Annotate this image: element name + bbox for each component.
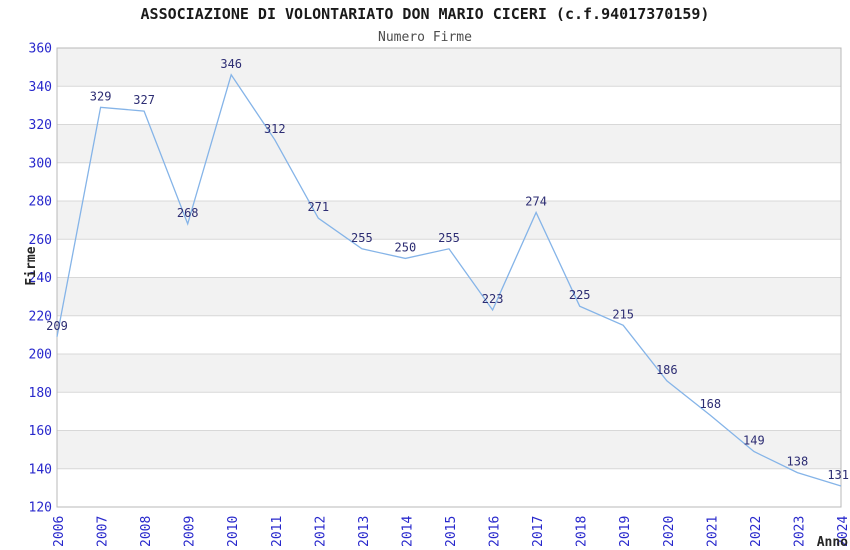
- y-axis-title: Firme: [24, 246, 39, 285]
- x-axis-ticks-group: 2006 2007 2008 2009 2010 2011 2012 2013 2014 2015…: [52, 516, 850, 547]
- y-tick-label: 160: [29, 424, 52, 439]
- chart-subtitle: Numero Firme: [378, 30, 472, 45]
- data-point-label: 138: [787, 455, 809, 469]
- y-tick-label: 360: [29, 42, 52, 57]
- y-tick-label: 320: [29, 118, 52, 133]
- x-tick-label: 2015: [444, 516, 459, 547]
- data-point-label: 186: [656, 363, 678, 377]
- plot-border-group: [56, 47, 842, 508]
- x-tick-label: 2013: [357, 516, 372, 547]
- data-point-label: 131: [827, 468, 849, 482]
- x-tick-label: 2022: [749, 516, 764, 547]
- x-tick-label: 2016: [488, 516, 503, 547]
- plot-band: [57, 354, 841, 393]
- data-point-label: 255: [351, 231, 373, 245]
- y-tick-label: 200: [29, 348, 52, 363]
- data-point-label: 225: [569, 288, 591, 302]
- data-point-label: 268: [177, 206, 199, 220]
- series-line-group: [56, 73, 842, 487]
- data-point-label: 274: [525, 195, 547, 209]
- y-tick-label: 220: [29, 309, 52, 324]
- series-line: [56, 73, 842, 487]
- plot-band: [57, 124, 841, 163]
- x-tick-label: 2023: [792, 516, 807, 547]
- x-tick-label: 2012: [313, 516, 328, 547]
- y-tick-label: 240: [29, 271, 52, 286]
- x-tick-label: 2014: [400, 516, 415, 547]
- x-tick-label: 2024: [836, 516, 850, 547]
- data-point-label: 271: [307, 200, 329, 214]
- x-axis-title: Anno: [817, 535, 848, 550]
- data-point-label: 255: [438, 231, 460, 245]
- data-point-label: 346: [220, 57, 242, 71]
- y-axis-ticks-group: 120 140 160 180 200 220 240 260 280 300 320 340 360: [29, 42, 52, 516]
- x-tick-label: 2007: [96, 516, 111, 547]
- data-point-label: 209: [46, 319, 68, 333]
- y-tick-label: 300: [29, 156, 52, 171]
- data-point-label: 168: [699, 397, 721, 411]
- plot-band: [57, 430, 841, 469]
- data-point-label: 329: [90, 89, 112, 103]
- x-tick-label: 2008: [139, 516, 154, 547]
- x-tick-label: 2006: [52, 516, 67, 547]
- y-tick-label: 340: [29, 80, 52, 95]
- data-point-label: 327: [133, 93, 155, 107]
- x-tick-label: 2019: [618, 516, 633, 547]
- data-point-label: 215: [612, 307, 634, 321]
- data-point-label: 250: [395, 240, 417, 254]
- x-tick-label: 2011: [270, 516, 285, 547]
- x-tick-label: 2018: [575, 516, 590, 547]
- plot-band: [57, 48, 841, 87]
- data-labels-group: 209 329 327 268 346 312 271 255 250 255 223 274 225 2…: [46, 57, 849, 482]
- plot-band: [57, 201, 841, 240]
- y-tick-label: 280: [29, 195, 52, 210]
- data-point-label: 149: [743, 434, 765, 448]
- data-point-label: 312: [264, 122, 286, 136]
- x-tick-label: 2010: [226, 516, 241, 547]
- plot-border: [56, 47, 842, 508]
- x-tick-label: 2009: [183, 516, 198, 547]
- y-tick-label: 260: [29, 233, 52, 248]
- plot-band: [57, 277, 841, 316]
- x-tick-label: 2021: [705, 516, 720, 547]
- y-tick-label: 180: [29, 386, 52, 401]
- data-point-label: 223: [482, 292, 504, 306]
- y-tick-label: 120: [29, 501, 52, 516]
- y-tick-label: 140: [29, 462, 52, 477]
- chart-title: ASSOCIAZIONE DI VOLONTARIATO DON MARIO C…: [141, 5, 710, 23]
- x-tick-label: 2020: [662, 516, 677, 547]
- x-tick-label: 2017: [531, 516, 546, 547]
